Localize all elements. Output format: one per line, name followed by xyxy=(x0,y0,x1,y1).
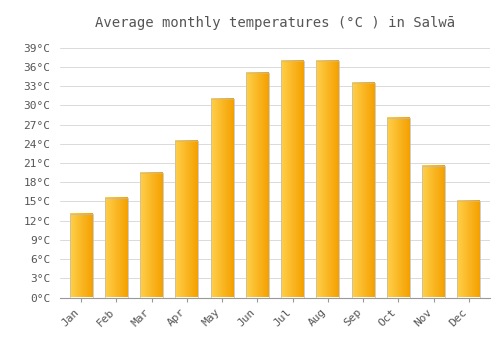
Bar xyxy=(105,198,128,298)
Bar xyxy=(281,61,304,298)
Bar xyxy=(422,166,445,298)
Bar xyxy=(387,118,410,298)
Bar xyxy=(352,83,374,298)
Bar xyxy=(246,74,269,298)
Bar xyxy=(316,61,340,298)
Bar xyxy=(140,173,163,298)
Bar xyxy=(458,202,480,298)
Bar xyxy=(176,141,199,298)
Bar xyxy=(210,99,234,298)
Bar xyxy=(70,214,92,298)
Title: Average monthly temperatures (°C ) in Salwā: Average monthly temperatures (°C ) in Sa… xyxy=(95,16,455,30)
